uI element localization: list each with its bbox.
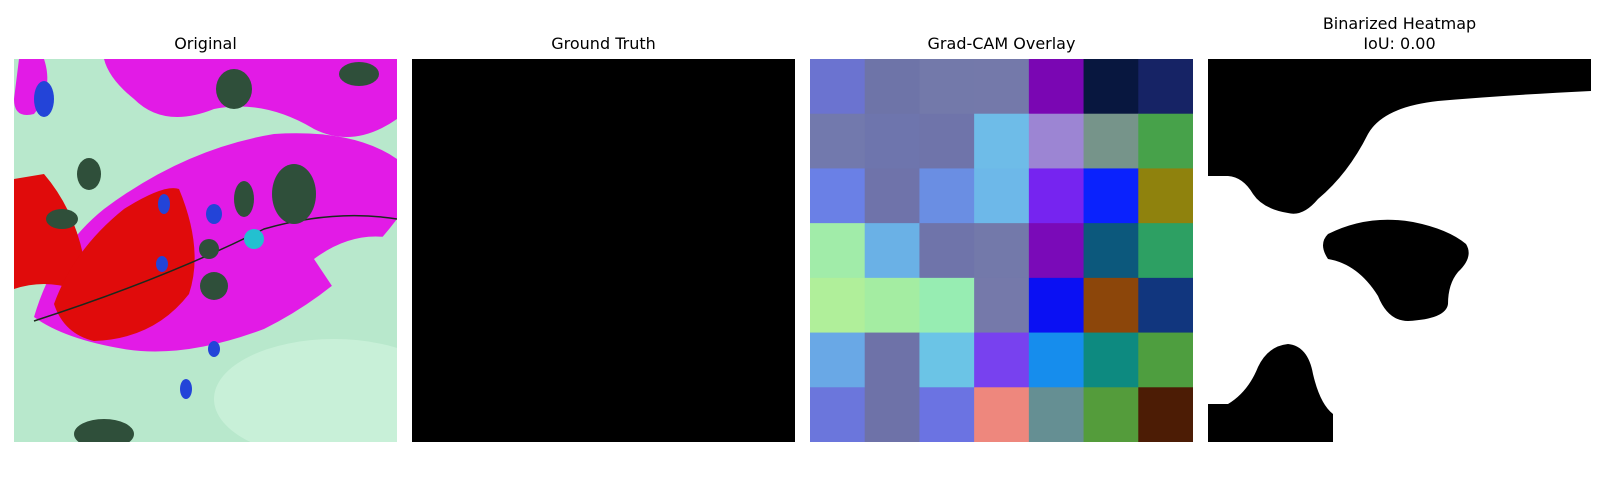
gradcam-cell-r4-c5 — [1083, 277, 1139, 334]
gradcam-cell-r2-c6 — [1138, 168, 1193, 224]
gradcam-cell-r2-c2 — [919, 168, 975, 224]
left-red-patch — [14, 174, 84, 289]
original-title: Original — [14, 34, 397, 54]
gradcam-cell-r6-c4 — [1028, 387, 1085, 442]
gradcam-cell-r1-c2 — [919, 113, 975, 169]
gradcam-cell-r4-c2 — [919, 277, 975, 334]
gradcam-cell-r4-c6 — [1138, 277, 1193, 334]
gradcam-cell-r0-c1 — [864, 59, 920, 115]
ground-truth-title: Ground Truth — [412, 34, 795, 54]
leaf-spot — [234, 181, 254, 217]
iou-label: IoU: 0.00 — [1363, 34, 1436, 53]
left-spot — [46, 209, 78, 229]
bottom-spot — [74, 419, 134, 442]
gradcam-cell-r5-c0 — [810, 332, 866, 388]
gradcam-cell-r1-c6 — [1138, 113, 1193, 169]
lower-spot — [208, 341, 220, 357]
top-right-spot — [339, 62, 379, 86]
leaf-spot-round-2 — [200, 272, 228, 300]
gradcam-cell-r0-c6 — [1138, 59, 1193, 115]
binarized-heatmap — [1208, 59, 1591, 442]
gradcam-cell-r0-c0 — [810, 59, 866, 115]
binarized-title: Binarized Heatmap IoU: 0.00 — [1208, 14, 1591, 54]
lower-spot-2 — [180, 379, 192, 399]
gradcam-cell-r1-c1 — [864, 113, 920, 169]
original-title-text: Original — [174, 34, 237, 53]
gradcam-cell-r1-c5 — [1083, 113, 1139, 169]
gradcam-cell-r5-c3 — [974, 332, 1030, 388]
gradcam-cell-r3-c5 — [1083, 223, 1139, 279]
gradcam-cell-r6-c0 — [810, 387, 866, 442]
gradcam-cell-r3-c4 — [1028, 223, 1085, 279]
leaf-pale-area — [314, 236, 397, 293]
gradcam-cell-r6-c6 — [1138, 387, 1193, 442]
leaf-spot-small — [158, 194, 170, 214]
leaf-spot-round — [199, 239, 219, 259]
gradcam-cell-r0-c5 — [1083, 59, 1139, 115]
gradcam-cell-r2-c0 — [810, 168, 866, 224]
top-left-spot — [34, 81, 54, 117]
ground-truth-mask — [412, 59, 795, 442]
mask-bottom-left — [1208, 344, 1333, 442]
gradcam-cell-r3-c0 — [810, 223, 866, 279]
gradcam-cell-r6-c2 — [919, 387, 975, 442]
gradcam-cell-r3-c2 — [919, 223, 975, 279]
gradcam-cell-r6-c5 — [1083, 387, 1139, 442]
gradcam-cell-r3-c6 — [1138, 223, 1193, 279]
leaf-spot-blue — [206, 204, 222, 224]
gradcam-cell-r5-c5 — [1083, 332, 1139, 388]
gradcam-overlay — [810, 59, 1193, 442]
gradcam-title: Grad-CAM Overlay — [810, 34, 1193, 54]
original-image — [14, 59, 397, 442]
gradcam-cell-r2-c3 — [974, 168, 1030, 224]
gradcam-cell-r4-c3 — [974, 277, 1030, 334]
gradcam-grid — [810, 59, 1193, 442]
mask-center-blob — [1323, 219, 1469, 321]
gradcam-cell-r0-c4 — [1028, 59, 1085, 115]
ground-truth-title-text: Ground Truth — [551, 34, 656, 53]
gradcam-cell-r1-c3 — [974, 113, 1030, 169]
gradcam-cell-r5-c1 — [864, 332, 920, 388]
gradcam-cell-r2-c1 — [864, 168, 920, 224]
binarized-heatmap-svg — [1208, 59, 1591, 442]
gradcam-cell-r5-c6 — [1138, 332, 1193, 388]
gradcam-title-text: Grad-CAM Overlay — [927, 34, 1076, 53]
gradcam-cell-r2-c5 — [1083, 168, 1139, 224]
lower-leaf — [214, 339, 397, 442]
top-patch — [104, 59, 397, 137]
original-image-svg — [14, 59, 397, 442]
gradcam-cell-r4-c1 — [864, 277, 920, 334]
gradcam-cell-r4-c4 — [1028, 277, 1085, 334]
left-spot-2 — [77, 158, 101, 190]
gradcam-cell-r4-c0 — [810, 277, 866, 334]
mask-top-region — [1208, 59, 1591, 214]
gradcam-cell-r1-c0 — [810, 113, 866, 169]
gradcam-cell-r6-c1 — [864, 387, 920, 442]
gradcam-cell-r0-c2 — [919, 59, 975, 115]
gradcam-cell-r5-c4 — [1028, 332, 1085, 388]
gradcam-cell-r5-c2 — [919, 332, 975, 388]
gradcam-cell-r2-c4 — [1028, 168, 1085, 224]
gradcam-cell-r3-c3 — [974, 223, 1030, 279]
leaf-spot-blue-2 — [156, 256, 168, 272]
binarized-title-text: Binarized Heatmap — [1322, 14, 1477, 33]
leaf-spot-cyan — [244, 229, 264, 249]
top-spot — [216, 69, 252, 109]
leaf-spot-large — [272, 164, 316, 224]
gradcam-cell-r3-c1 — [864, 223, 920, 279]
gradcam-cell-r1-c4 — [1028, 113, 1085, 169]
gradcam-cell-r6-c3 — [974, 387, 1030, 442]
gradcam-cell-r0-c3 — [974, 59, 1030, 115]
